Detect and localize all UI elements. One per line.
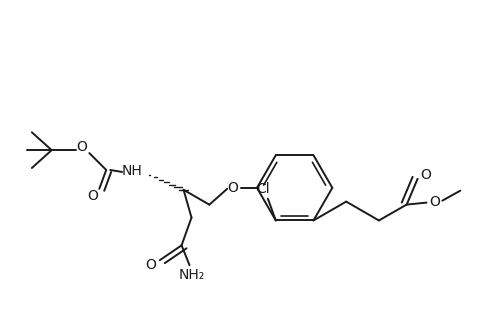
Text: NH₂: NH₂ bbox=[178, 268, 204, 282]
Text: O: O bbox=[87, 189, 98, 203]
Text: O: O bbox=[227, 181, 238, 195]
Text: NH: NH bbox=[121, 164, 142, 178]
Text: O: O bbox=[428, 194, 439, 208]
Text: O: O bbox=[145, 258, 156, 272]
Text: O: O bbox=[419, 168, 430, 182]
Text: O: O bbox=[76, 140, 87, 154]
Text: Cl: Cl bbox=[256, 182, 269, 196]
